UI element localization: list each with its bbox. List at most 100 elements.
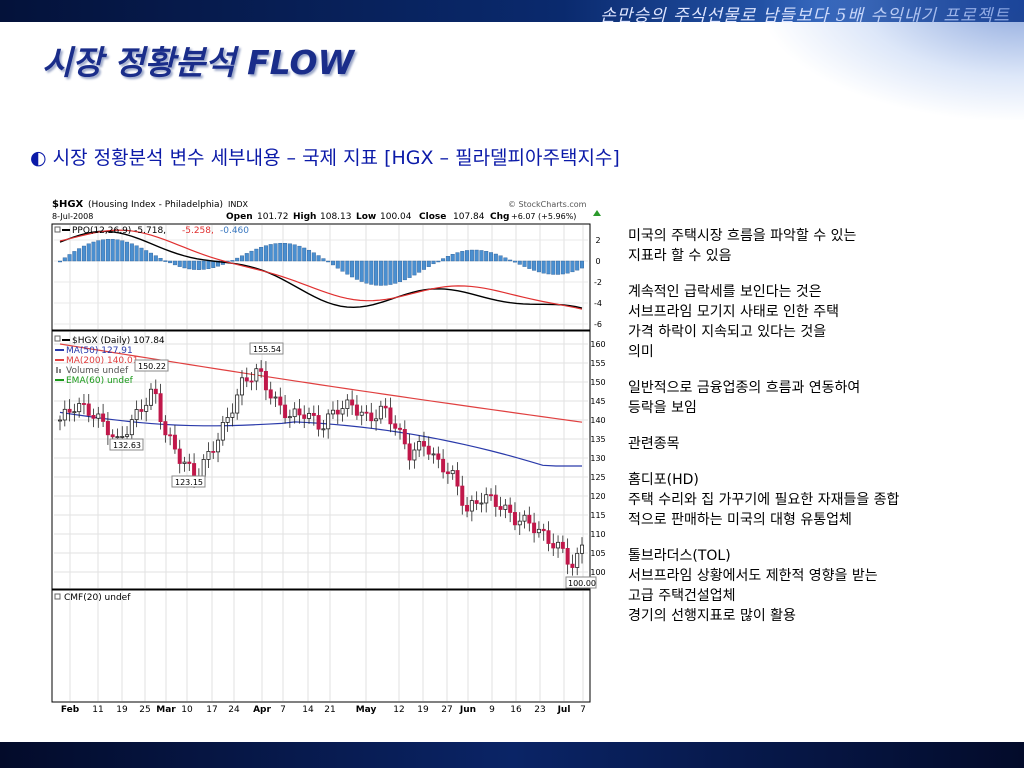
price-tick: 130 bbox=[590, 454, 605, 463]
ppo-legend-signal: -5.258, bbox=[182, 226, 214, 236]
close-value: 107.84 bbox=[453, 212, 485, 222]
price-tick: 100 bbox=[590, 568, 605, 577]
low-label: Low bbox=[356, 212, 376, 222]
price-candles bbox=[57, 360, 585, 576]
note-line: 관련종목 bbox=[628, 436, 680, 452]
note-line: 등락을 보임 bbox=[628, 400, 697, 416]
ppo-tick: -4 bbox=[594, 299, 602, 308]
note-line: 서브프라임 상황에서도 제한적 영향을 받는 bbox=[628, 568, 878, 584]
date-tick: 17 bbox=[206, 705, 217, 715]
price-tick: 140 bbox=[590, 416, 605, 425]
note-line: 고급 주택건설업체 bbox=[628, 588, 736, 604]
price-tick: 115 bbox=[590, 511, 605, 520]
date-tick: 21 bbox=[324, 705, 335, 715]
annotation-100: 100.00 bbox=[568, 579, 596, 588]
note-line: 가격 하락이 지속되고 있다는 것을 bbox=[628, 324, 827, 340]
notes-panel: 미국의 주택시장 흐름을 파악할 수 있는 지표라 할 수 있음 계속적인 급락… bbox=[628, 226, 998, 642]
date-tick: 25 bbox=[139, 705, 150, 715]
price-legend-entry: EMA(60) undef bbox=[66, 376, 134, 386]
ma200-line bbox=[59, 343, 583, 423]
low-value: 100.04 bbox=[380, 212, 412, 222]
note-paragraph-6: 톨브라더스(TOL) 서브프라임 상황에서도 제한적 영향을 받는 고급 주택건… bbox=[628, 546, 998, 626]
date-tick: Mar bbox=[156, 705, 176, 715]
ppo-legend-hist: -0.460 bbox=[220, 226, 249, 236]
ppo-legend-main: PPO(12,26,9) -5.718, bbox=[72, 226, 166, 236]
date-tick: 19 bbox=[417, 705, 429, 715]
high-value: 108.13 bbox=[320, 212, 352, 222]
ppo-tick: 2 bbox=[595, 236, 600, 245]
date-tick: 16 bbox=[510, 705, 522, 715]
note-line: 주택 수리와 집 가꾸기에 필요한 자재들을 종합 bbox=[628, 492, 900, 508]
ppo-line bbox=[59, 230, 583, 309]
corner-decoration bbox=[764, 0, 1024, 120]
note-line: 미국의 주택시장 흐름을 파악할 수 있는 bbox=[628, 228, 857, 244]
price-tick: 110 bbox=[590, 530, 605, 539]
slide-title: 시장 정황분석 FLOW bbox=[42, 43, 354, 82]
ppo-signal-line bbox=[59, 229, 583, 310]
chg-value: +6.07 (+5.96%) bbox=[511, 212, 576, 221]
price-legend-entry: MA(50) 127.91 bbox=[66, 346, 133, 356]
date-tick: Apr bbox=[253, 705, 271, 715]
date-tick: 10 bbox=[181, 705, 193, 715]
note-paragraph-3: 일반적으로 금융업종의 흐름과 연동하여 등락을 보임 bbox=[628, 378, 998, 418]
annotation-123: 123.15 bbox=[175, 478, 203, 487]
note-line: 계속적인 급락세를 보인다는 것은 bbox=[628, 284, 822, 300]
date-tick: 9 bbox=[489, 705, 495, 715]
date-tick: 7 bbox=[280, 705, 286, 715]
date-tick: Jul bbox=[557, 705, 571, 715]
bottom-banner bbox=[0, 742, 1024, 768]
note-line: 경기의 선행지표로 많이 활용 bbox=[628, 608, 796, 624]
annotation-box-high bbox=[249, 342, 284, 355]
price-legend-icon bbox=[54, 335, 61, 342]
ppo-axis: 2 0 -2 -4 -6 bbox=[594, 236, 602, 329]
price-tick: 155 bbox=[590, 359, 605, 368]
price-tick: 150 bbox=[590, 378, 605, 387]
chg-label: Chg bbox=[490, 212, 509, 222]
annotation-box-4 bbox=[171, 475, 206, 488]
annotation-box-5 bbox=[565, 576, 597, 589]
price-tick: 105 bbox=[590, 549, 605, 558]
price-legend-entry: MA(200) 140.01 bbox=[66, 356, 138, 366]
price-tick: 125 bbox=[590, 473, 605, 482]
price-tick: 135 bbox=[590, 435, 605, 444]
chart-symbol: $HGX bbox=[52, 199, 84, 210]
date-tick: 11 bbox=[92, 705, 103, 715]
note-line: 지표라 할 수 있음 bbox=[628, 248, 732, 264]
ppo-histogram bbox=[57, 239, 585, 286]
price-panel bbox=[51, 330, 591, 590]
date-axis: Feb 11 19 25 Mar 10 17 24 Apr 7 14 21 May 12 19 27 Jun 9 1… bbox=[61, 705, 586, 715]
annotation-box-3 bbox=[109, 438, 144, 451]
volume-legend-swatch-2 bbox=[59, 369, 61, 373]
date-tick: 14 bbox=[302, 705, 314, 715]
hgx-stock-chart: $HGX (Housing Index - Philadelphia) INDX… bbox=[50, 196, 607, 716]
annotation-132: 132.63 bbox=[113, 441, 141, 450]
up-arrow-icon bbox=[593, 210, 601, 216]
price-tick: 120 bbox=[590, 492, 605, 501]
high-label: High bbox=[293, 212, 316, 222]
note-paragraph-4: 관련종목 bbox=[628, 434, 998, 454]
ppo-tick: 0 bbox=[595, 257, 600, 266]
date-tick: Feb bbox=[61, 705, 80, 715]
ppo-tick: -6 bbox=[594, 320, 602, 329]
date-tick: 7 bbox=[580, 705, 586, 715]
price-legend-entry: Volume undef bbox=[66, 366, 129, 376]
open-value: 101.72 bbox=[257, 212, 289, 222]
note-line: 일반적으로 금융업종의 흐름과 연동하여 bbox=[628, 380, 861, 396]
cmf-legend: CMF(20) undef bbox=[64, 593, 131, 603]
date-tick: 23 bbox=[534, 705, 545, 715]
note-line: 톨브라더스(TOL) bbox=[628, 548, 731, 564]
date-tick: 24 bbox=[228, 705, 240, 715]
chart-date: 8-Jul-2008 bbox=[52, 212, 93, 221]
annotation-150: 150.22 bbox=[138, 362, 166, 371]
date-tick: 19 bbox=[116, 705, 128, 715]
chart-background bbox=[50, 196, 607, 716]
note-paragraph-1: 미국의 주택시장 흐름을 파악할 수 있는 지표라 할 수 있음 bbox=[628, 226, 998, 266]
note-line: 서브프라임 모기지 사태로 인한 주택 bbox=[628, 304, 839, 320]
annotation-box-2 bbox=[134, 359, 169, 372]
volume-legend-swatch bbox=[56, 367, 58, 373]
date-tick: Jun bbox=[459, 705, 476, 715]
annotation-high: 155.54 bbox=[253, 345, 281, 354]
note-line: 적으로 판매하는 미국의 대형 유통업체 bbox=[628, 512, 852, 528]
date-tick: May bbox=[356, 705, 377, 715]
